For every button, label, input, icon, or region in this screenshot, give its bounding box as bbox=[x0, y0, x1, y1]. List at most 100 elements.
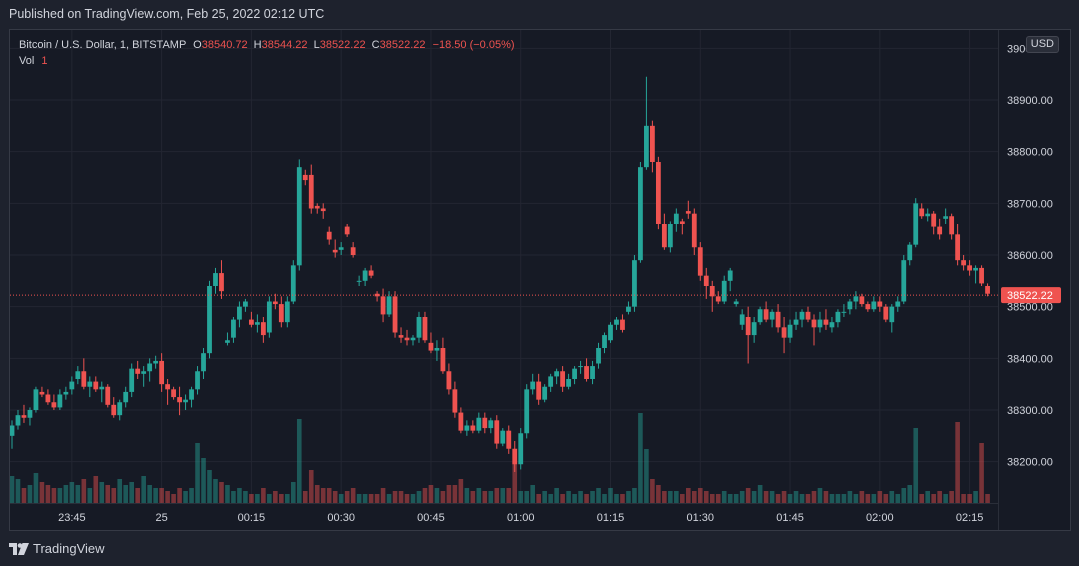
candle-body[interactable] bbox=[237, 306, 242, 320]
candle-body[interactable] bbox=[931, 213, 937, 227]
candle-body[interactable] bbox=[901, 260, 907, 302]
candle-body[interactable] bbox=[985, 286, 990, 294]
candle-body[interactable] bbox=[165, 384, 171, 390]
candle-body[interactable] bbox=[141, 371, 147, 374]
candle-body[interactable] bbox=[260, 322, 266, 336]
candle-body[interactable] bbox=[272, 301, 278, 305]
candle-body[interactable] bbox=[368, 270, 374, 276]
candle-body[interactable] bbox=[75, 371, 81, 379]
candlestick-chart[interactable]: 38200.00 38300.00 38400.00 38500.00 38600.00… bbox=[10, 30, 1070, 530]
candle-body[interactable] bbox=[284, 301, 290, 323]
candle-body[interactable] bbox=[81, 371, 87, 387]
candle-body[interactable] bbox=[787, 324, 793, 338]
candle-body[interactable] bbox=[817, 319, 823, 328]
candle-body[interactable] bbox=[290, 265, 296, 302]
candle-body[interactable] bbox=[835, 311, 841, 323]
candle-body[interactable] bbox=[572, 368, 577, 379]
candle-body[interactable] bbox=[937, 226, 943, 235]
symbol-name[interactable]: Bitcoin / U.S. Dollar, 1, BITSTAMP bbox=[19, 39, 187, 51]
candle-body[interactable] bbox=[488, 420, 494, 429]
candle-body[interactable] bbox=[584, 366, 589, 379]
candle-body[interactable] bbox=[39, 391, 45, 395]
candle-body[interactable] bbox=[440, 348, 446, 372]
candle-body[interactable] bbox=[853, 296, 859, 302]
candle-body[interactable] bbox=[302, 174, 308, 181]
candle-body[interactable] bbox=[703, 275, 709, 286]
candle-body[interactable] bbox=[620, 319, 625, 330]
candle-body[interactable] bbox=[500, 430, 506, 444]
candle-body[interactable] bbox=[727, 270, 733, 281]
candle-body[interactable] bbox=[177, 397, 182, 403]
candle-body[interactable] bbox=[308, 174, 314, 209]
candle-body[interactable] bbox=[27, 410, 33, 418]
candle-body[interactable] bbox=[386, 296, 392, 315]
candle-body[interactable] bbox=[374, 293, 380, 297]
candle-body[interactable] bbox=[626, 306, 631, 312]
candle-body[interactable] bbox=[171, 389, 176, 398]
candle-body[interactable] bbox=[87, 381, 93, 387]
candle-body[interactable] bbox=[392, 296, 398, 333]
candle-body[interactable] bbox=[769, 311, 775, 320]
candle-body[interactable] bbox=[889, 306, 895, 323]
candle-body[interactable] bbox=[811, 319, 817, 328]
candle-body[interactable] bbox=[398, 335, 404, 338]
candle-body[interactable] bbox=[865, 304, 871, 310]
candle-body[interactable] bbox=[925, 213, 931, 217]
candle-body[interactable] bbox=[745, 317, 751, 336]
candle-body[interactable] bbox=[332, 249, 338, 253]
candle-body[interactable] bbox=[548, 376, 554, 387]
candle-body[interactable] bbox=[10, 425, 15, 436]
candle-body[interactable] bbox=[326, 231, 332, 240]
candle-body[interactable] bbox=[147, 363, 153, 372]
candle-body[interactable] bbox=[320, 208, 326, 212]
footer-brand[interactable]: TradingView bbox=[9, 541, 105, 556]
candle-body[interactable] bbox=[105, 386, 111, 405]
candle-body[interactable] bbox=[213, 273, 218, 286]
candle-body[interactable] bbox=[249, 319, 254, 325]
candle-body[interactable] bbox=[296, 167, 302, 266]
candle-body[interactable] bbox=[470, 425, 476, 431]
candle-body[interactable] bbox=[219, 273, 224, 292]
candle-body[interactable] bbox=[775, 311, 781, 328]
candle-body[interactable] bbox=[201, 353, 206, 372]
candle-body[interactable] bbox=[99, 386, 105, 390]
candle-body[interactable] bbox=[685, 211, 691, 214]
candle-body[interactable] bbox=[913, 203, 919, 245]
candle-body[interactable] bbox=[243, 301, 248, 307]
candle-body[interactable] bbox=[524, 389, 530, 434]
candle-body[interactable] bbox=[949, 216, 955, 235]
candle-body[interactable] bbox=[979, 267, 984, 284]
candle-body[interactable] bbox=[159, 360, 165, 385]
candle-body[interactable] bbox=[823, 319, 829, 325]
candle-body[interactable] bbox=[356, 280, 362, 282]
candle-body[interactable] bbox=[829, 322, 835, 328]
volume-label[interactable]: Vol bbox=[19, 55, 35, 67]
candle-body[interactable] bbox=[380, 296, 386, 315]
candle-body[interactable] bbox=[33, 389, 39, 410]
candle-body[interactable] bbox=[254, 322, 260, 325]
candle-body[interactable] bbox=[763, 309, 769, 320]
candle-body[interactable] bbox=[135, 368, 141, 374]
candle-body[interactable] bbox=[518, 433, 524, 465]
candle-body[interactable] bbox=[883, 306, 889, 320]
candle-body[interactable] bbox=[266, 301, 272, 333]
candle-body[interactable] bbox=[512, 448, 518, 465]
candle-body[interactable] bbox=[667, 224, 673, 248]
candle-body[interactable] bbox=[207, 286, 212, 354]
candle-body[interactable] bbox=[21, 415, 27, 418]
candle-body[interactable] bbox=[117, 402, 123, 416]
candle-body[interactable] bbox=[195, 371, 200, 390]
candle-body[interactable] bbox=[129, 368, 135, 392]
candle-body[interactable] bbox=[153, 360, 159, 364]
candle-body[interactable] bbox=[709, 286, 715, 297]
candle-body[interactable] bbox=[93, 381, 99, 390]
candle-body[interactable] bbox=[895, 301, 901, 307]
candle-body[interactable] bbox=[183, 399, 188, 403]
candle-body[interactable] bbox=[566, 379, 572, 387]
candle-body[interactable] bbox=[560, 371, 566, 387]
candle-body[interactable] bbox=[596, 348, 601, 364]
candle-body[interactable] bbox=[476, 417, 482, 431]
candle-body[interactable] bbox=[578, 366, 583, 368]
candle-body[interactable] bbox=[350, 247, 356, 255]
currency-button[interactable]: USD bbox=[1025, 36, 1059, 53]
